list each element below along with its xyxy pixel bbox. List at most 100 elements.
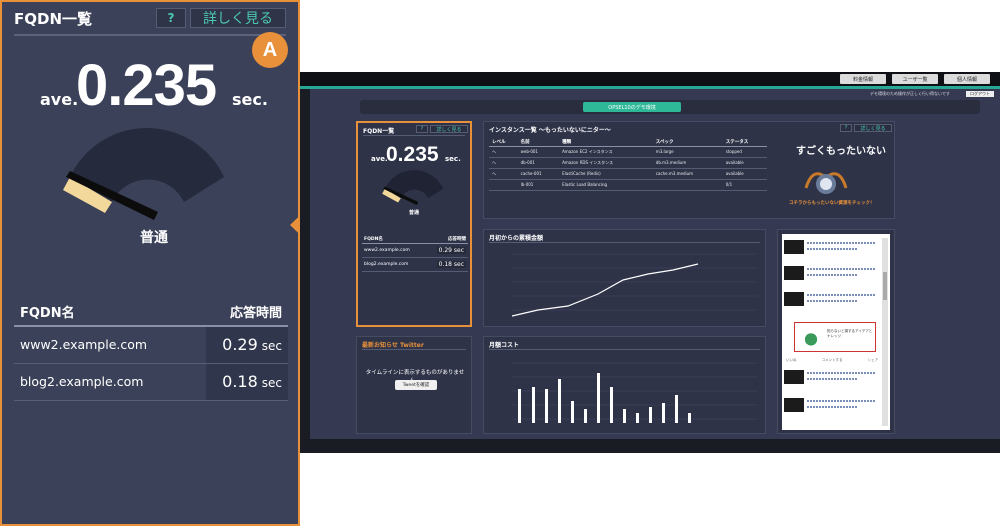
text-line	[807, 268, 875, 270]
title-divider	[14, 34, 286, 36]
post-actions: いいね コメントする シェア	[786, 358, 878, 363]
widget-title: 最新お知らせ Twitter	[362, 340, 424, 349]
feed-item[interactable]	[784, 398, 878, 414]
demo-note: デモ環境のため操作が正しく行い得ないです	[870, 91, 950, 96]
table-row: blog2.example.com 0.18 sec	[362, 258, 468, 272]
title-divider	[363, 135, 465, 136]
view-details-button[interactable]: 詳しく見る	[430, 125, 468, 133]
col-time-header: 応答時間	[448, 237, 466, 242]
title-divider	[489, 242, 760, 243]
instance-level-cell: へ	[489, 157, 518, 169]
ave-label: ave.	[40, 90, 79, 109]
help-button[interactable]: ?	[156, 8, 186, 28]
col-level: レベル	[489, 138, 518, 147]
share-button[interactable]: シェア	[867, 358, 879, 362]
table-row: www2.example.com 0.29 sec	[14, 326, 288, 364]
notice-widget: 最新お知らせ Twitter タイムラインに表示するものがありません。 Twee…	[356, 336, 472, 434]
waste-title: すごくもったいない	[796, 146, 886, 157]
widget-title: インスタンス一覧 ～もったいないにニター～	[489, 127, 611, 134]
view-details-button[interactable]: 詳しく見る	[854, 124, 892, 132]
instance-row[interactable]: へ cache-001 ElastiCache (Redis) cache.m3.me…	[489, 168, 767, 180]
unit-label: sec.	[232, 90, 268, 109]
table-row: blog2.example.com 0.18 sec	[14, 363, 288, 401]
feed-scrollbar[interactable]	[882, 238, 888, 426]
instance-spec-cell: cache.m3.medium	[652, 168, 723, 180]
check-tweet-button[interactable]: Tweetを確認	[395, 380, 437, 390]
waste-check-link[interactable]: コチラからもったいない資源をチェック！	[789, 200, 875, 206]
view-details-button[interactable]: 詳しく見る	[190, 8, 286, 28]
logout-button[interactable]: ログアウト	[966, 91, 994, 97]
waste-link-prefix[interactable]: コチラ	[789, 201, 803, 206]
text-line	[807, 406, 857, 408]
top-bar: 料金情報 ユーザ一覧 個人情報	[300, 72, 1000, 86]
fqdn-cell: blog2.example.com	[364, 262, 409, 267]
feed-item[interactable]	[784, 240, 878, 256]
gauge-status-label: 普通	[409, 210, 420, 216]
instance-spec-cell: m3.large	[652, 146, 723, 158]
user-list-button[interactable]: ユーザ一覧	[892, 74, 938, 84]
text-line	[807, 294, 875, 296]
help-button[interactable]: ?	[416, 125, 428, 133]
instances-widget: インスタンス一覧 ～もったいないにニター～ ? 詳しく見る レベル 名前 種類 …	[483, 121, 895, 219]
instance-level-cell	[489, 179, 518, 191]
instance-status-cell: available	[722, 157, 767, 169]
sprout-icon	[797, 325, 825, 349]
thumbnail	[784, 266, 804, 280]
col-fqdn-header: FQDN名	[364, 237, 383, 242]
instance-status-cell: stopped	[722, 146, 767, 158]
instance-name-cell: cache-001	[517, 168, 560, 180]
instance-type-cell: ElastiCache (Redis)	[559, 168, 653, 180]
profile-button[interactable]: 個人情報	[944, 74, 990, 84]
dashboard-screenshot: 料金情報 ユーザ一覧 個人情報 デモ環境のため操作が正しく行い得ないです ログア…	[300, 72, 1000, 453]
feed-item[interactable]	[784, 266, 878, 282]
demo-environment-button[interactable]: OPSEL10のデモ環境	[583, 102, 681, 112]
thumbnail	[784, 370, 804, 384]
time-value: 0.29	[222, 335, 258, 355]
scrollbar-thumb[interactable]	[883, 272, 887, 300]
instance-type-cell: Amazon EC2 インスタンス	[559, 146, 653, 158]
help-button[interactable]: ?	[840, 124, 852, 132]
instance-name-cell: db-001	[517, 157, 560, 169]
text-line	[807, 274, 857, 276]
time-cell: 0.18 sec	[206, 363, 288, 401]
response-gauge	[63, 127, 224, 220]
fqdn-widget: FQDN一覧 ? 詳しく見る ave. 0.235 sec. 普通 FQDN名 応…	[356, 121, 472, 327]
text-line	[807, 242, 875, 244]
comment-button[interactable]: コメントする	[821, 358, 843, 362]
thumbnail	[784, 240, 804, 254]
feed-item[interactable]	[784, 370, 878, 386]
text-line	[807, 372, 875, 374]
col-spec: スペック	[652, 138, 723, 147]
gauge-needle	[66, 171, 158, 220]
like-button[interactable]: いいね	[786, 358, 797, 362]
average-response-value: 0.235	[76, 53, 217, 118]
social-feed-widget: 知らないと損するアイデアとナレッジ いいね コメントする シェア	[777, 229, 895, 434]
feed-frame[interactable]: 知らないと損するアイデアとナレッジ いいね コメントする シェア	[782, 234, 890, 430]
billing-button[interactable]: 料金情報	[840, 74, 886, 84]
instance-type-cell: Elastic Load Balancing	[559, 179, 653, 191]
fqdn-table: FQDN名 応答時間 www2.example.com 0.29 sec blog2…	[362, 235, 468, 272]
monthly-accumulated-widget: 月初からの累積金額	[483, 229, 766, 327]
fqdn-cell: www2.example.com	[14, 326, 206, 364]
monthly-cost-bar-chart	[512, 362, 758, 423]
widget-title: FQDN一覧	[363, 128, 395, 135]
time-cell: 0.18 sec	[436, 261, 466, 268]
instance-type-cell: Amazon RDS インスタンス	[559, 157, 653, 169]
time-value: 0.18	[222, 372, 258, 391]
instance-row[interactable]: へ web-001 Amazon EC2 インスタンス m3.large stopped	[489, 146, 767, 158]
instance-row[interactable]: へ db-001 Amazon RDS インスタンス db.m3.medium avai…	[489, 157, 767, 169]
featured-post-card[interactable]: 知らないと損するアイデアとナレッジ	[794, 322, 876, 352]
text-line	[807, 400, 875, 402]
fqdn-table: FQDN名 応答時間 www2.example.com 0.29 sec blo…	[14, 298, 288, 401]
feed-item[interactable]	[784, 292, 878, 308]
monthly-cost-widget: 月額コスト	[483, 336, 766, 434]
text-line	[807, 248, 857, 250]
instance-name-cell: web-001	[517, 146, 560, 158]
instance-level-cell: へ	[489, 168, 518, 180]
widget-title: 月額コスト	[489, 342, 520, 349]
instances-table: レベル 名前 種類 スペック ステータス へ web-001 Amazon EC2 …	[489, 138, 767, 191]
panel-title: FQDN一覧	[14, 10, 93, 28]
instance-spec-cell	[652, 179, 723, 191]
title-rest: お知らせ Twitter	[374, 342, 424, 349]
instance-row[interactable]: lb-001 Elastic Load Balancing 0/1	[489, 179, 767, 191]
